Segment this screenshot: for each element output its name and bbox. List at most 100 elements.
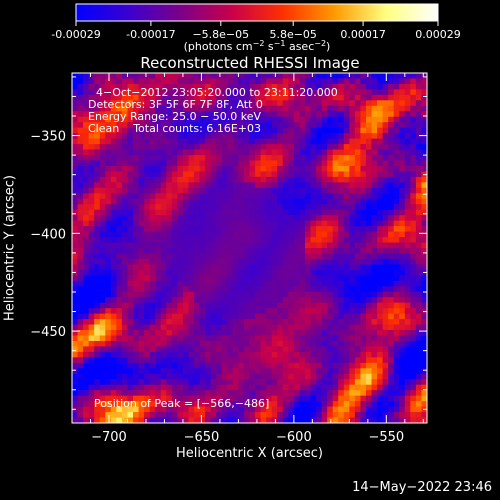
heatmap-cell bbox=[83, 231, 90, 238]
heatmap-cell bbox=[138, 89, 145, 96]
heatmap-cell bbox=[110, 94, 117, 101]
heatmap-cell bbox=[399, 379, 406, 386]
heatmap-cell bbox=[188, 171, 195, 178]
heatmap-cell bbox=[304, 100, 311, 107]
heatmap-cell bbox=[399, 297, 406, 304]
heatmap-cell bbox=[205, 330, 212, 336]
heatmap-cell bbox=[249, 357, 256, 364]
heatmap-cell bbox=[343, 242, 350, 249]
heatmap-cell bbox=[321, 406, 328, 413]
heatmap-cell bbox=[171, 94, 178, 101]
heatmap-cell bbox=[360, 149, 367, 156]
heatmap-cell bbox=[171, 351, 178, 358]
heatmap-cell bbox=[99, 357, 106, 364]
heatmap-cell bbox=[88, 346, 95, 353]
heatmap-cell bbox=[72, 176, 78, 183]
heatmap-cell bbox=[377, 242, 384, 249]
heatmap-cell bbox=[343, 237, 350, 243]
heatmap-cell bbox=[271, 94, 278, 101]
heatmap-cell bbox=[199, 105, 206, 112]
heatmap-cell bbox=[144, 100, 151, 107]
heatmap-cell bbox=[83, 406, 90, 413]
heatmap-cell bbox=[293, 193, 300, 200]
heatmap-cell bbox=[216, 308, 223, 315]
heatmap-cell bbox=[155, 231, 162, 238]
heatmap-cell bbox=[288, 319, 295, 325]
heatmap-cell bbox=[232, 111, 239, 118]
heatmap-cell bbox=[188, 330, 195, 336]
heatmap-cell bbox=[144, 335, 151, 342]
heatmap-cell bbox=[310, 100, 317, 107]
heatmap-cell bbox=[227, 160, 234, 167]
heatmap-cell bbox=[72, 368, 78, 375]
heatmap-cell bbox=[94, 111, 101, 118]
heatmap-cell bbox=[415, 390, 422, 397]
heatmap-cell bbox=[299, 171, 306, 178]
heatmap-cell bbox=[210, 269, 217, 276]
heatmap-cell bbox=[299, 253, 306, 260]
heatmap-cell bbox=[393, 340, 400, 347]
heatmap-cell bbox=[271, 155, 278, 161]
heatmap-cell bbox=[360, 116, 367, 123]
heatmap-cell bbox=[138, 308, 145, 315]
heatmap-cell bbox=[105, 237, 112, 243]
heatmap-cell bbox=[410, 406, 417, 413]
heatmap-cell bbox=[149, 160, 156, 167]
heatmap-cell bbox=[221, 401, 228, 407]
heatmap-cell bbox=[288, 302, 295, 309]
heatmap-cell bbox=[83, 379, 90, 386]
heatmap-cell bbox=[177, 226, 184, 232]
heatmap-cell bbox=[188, 258, 195, 265]
heatmap-cell bbox=[116, 105, 123, 112]
heatmap-cell bbox=[232, 324, 239, 331]
heatmap-cell bbox=[316, 335, 323, 342]
heatmap-cell bbox=[138, 78, 145, 85]
heatmap-cell bbox=[166, 297, 173, 304]
heatmap-cell bbox=[360, 83, 367, 90]
heatmap-cell bbox=[382, 127, 389, 134]
heatmap-cell bbox=[216, 390, 223, 397]
heatmap-cell bbox=[138, 373, 145, 380]
heatmap-cell bbox=[243, 122, 250, 129]
heatmap-cell bbox=[110, 215, 117, 222]
heatmap-cell bbox=[421, 280, 428, 287]
heatmap-cell bbox=[388, 280, 395, 287]
heatmap-cell bbox=[72, 357, 78, 364]
heatmap-cell bbox=[266, 417, 273, 424]
heatmap-cell bbox=[332, 209, 339, 216]
heatmap-cell bbox=[182, 231, 189, 238]
heatmap-cell bbox=[121, 390, 128, 397]
heatmap-cell bbox=[399, 78, 406, 85]
heatmap-cell bbox=[232, 226, 239, 232]
heatmap-cell bbox=[77, 187, 84, 194]
heatmap-cell bbox=[216, 198, 223, 205]
heatmap-cell bbox=[166, 242, 173, 249]
heatmap-cell bbox=[321, 324, 328, 331]
heatmap-cell bbox=[332, 215, 339, 222]
heatmap-cell bbox=[288, 390, 295, 397]
heatmap-cell bbox=[377, 171, 384, 178]
heatmap-cell bbox=[110, 89, 117, 96]
heatmap-cell bbox=[99, 187, 106, 194]
heatmap-cell bbox=[415, 105, 422, 112]
heatmap-cell bbox=[205, 351, 212, 358]
heatmap-cell bbox=[221, 226, 228, 232]
heatmap-cell bbox=[360, 193, 367, 200]
heatmap-cell bbox=[144, 83, 151, 90]
heatmap-cell bbox=[149, 351, 156, 358]
heatmap-cell bbox=[399, 258, 406, 265]
heatmap-cell bbox=[171, 291, 178, 298]
heatmap-cell bbox=[155, 302, 162, 309]
heatmap-cell bbox=[365, 78, 372, 85]
heatmap-cell bbox=[288, 78, 295, 85]
heatmap-cell bbox=[293, 264, 300, 271]
heatmap-cell bbox=[227, 193, 234, 200]
heatmap-cell bbox=[327, 198, 334, 205]
heatmap-cell bbox=[138, 313, 145, 320]
heatmap-cell bbox=[260, 346, 267, 353]
heatmap-cell bbox=[199, 187, 206, 194]
heatmap-cell bbox=[110, 155, 117, 161]
heatmap-cell bbox=[415, 89, 422, 96]
heatmap-cell bbox=[210, 390, 217, 397]
heatmap-cell bbox=[421, 105, 428, 112]
